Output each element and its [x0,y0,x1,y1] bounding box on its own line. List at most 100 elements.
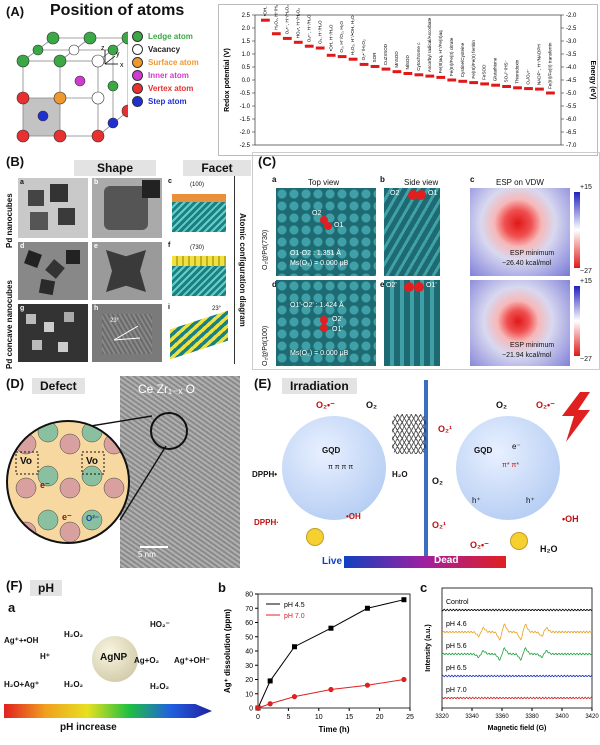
panel-d-label: (D) [6,376,25,391]
redox-left-tick: 1.0 [242,52,251,58]
hplus-label: H⁺ [40,652,50,661]
redox-level [293,40,303,44]
sub-c-c: c [470,175,475,184]
sub-h: h [94,305,99,312]
oxygen-right-2: O₂ [432,476,443,486]
esp-min-value-1: −26.40 kcal/mol [502,260,552,267]
redox-couple-label: SOR [372,52,377,63]
y-tick-label: 50 [245,634,253,641]
angle-label-h: 23° [110,318,120,324]
superoxide-left: O₂•⁻ [316,400,335,410]
ph-increase-label: pH increase [60,722,117,733]
redox-couple-label: NiSOD [405,55,410,70]
h2o-ag-label: H₂O+Ag⁺ [4,680,40,689]
redox-ylabel-right: Energy (eV) [589,61,596,100]
redox-couple-label: H₂O₂, H⁺/•OH, H₂O [350,15,355,55]
electron-label-2: e⁻ [62,512,72,522]
redox-level [502,85,511,88]
redox-level [337,55,347,59]
redox-couple-label: Cytochrome c [416,42,421,71]
pd100-side-view: O2' O1' [384,280,440,366]
esp-scale-top-1: +15 [580,184,592,191]
data-point [291,644,297,650]
legend-label: pH 4.5 [284,602,305,609]
redox-couple-label: Ascorbyl radical/Ascorbate [427,17,432,72]
o1p-label-e: O1' [426,282,437,289]
legend-label: Ledge atom [148,32,193,41]
data-point [364,682,371,688]
atom-legend: Ledge atom Vacancy Surface atom Inner atom V… [132,30,199,108]
singlet-oxygen-right: O₂¹ [438,424,452,434]
gqd-sphere-right: GQD e⁻ π* π* h⁺ h⁺ [456,416,560,520]
legend-dot [132,31,143,42]
data-point [255,705,261,711]
legend-label: Step atom [148,97,187,106]
redox-level [480,82,490,86]
esp-min-value-2: −21.94 kcal/mol [502,352,552,359]
singlet-oxygen-right-2: O₂¹ [432,520,446,530]
esp-scale-top-2: +15 [580,278,592,285]
redox-left-tick: -1.0 [240,104,251,110]
redox-level [546,91,555,95]
oxygen-left: O₂ [366,400,377,410]
sub-c: c [168,178,172,185]
data-point [328,625,334,631]
data-point [328,686,334,693]
redox-right-tick: -2.0 [566,13,577,19]
redox-level [491,83,500,87]
gqd-label-left: GQD [322,446,341,455]
data-point [401,676,407,683]
legend-item: Ledge atom [132,30,199,43]
redox-right-tick: -5.5 [566,104,577,110]
atomic-model-i: i 23° [166,304,232,362]
redox-right-tick: -6.5 [566,130,577,136]
redox-couple-label: Cystine/Cysteine [460,42,465,77]
live-label: Live [322,556,343,567]
ag-ohm-label: Ag⁺+OH⁻ [174,656,210,665]
row-label-pd-nanocubes: Pd nanocubes [5,193,14,249]
redox-couple-label: FeSOD [482,64,487,80]
sub-e: e [94,243,98,250]
redox-level [447,78,457,82]
hole-right-2: h⁺ [526,496,535,505]
redox-couple-label: MnSOD [394,51,399,68]
formula-label: Ce Zr₁₋ₓ O [138,382,195,396]
superoxide-right: O₂•⁻ [536,400,555,410]
x-tick-label: 3340 [465,714,479,720]
live-dead-arrow [344,556,506,568]
redox-right-tick: -2.5 [566,26,577,32]
o2-label-a: O2 [312,210,322,217]
sub-d: d [20,243,25,250]
o2-label-b: O2 [390,190,400,197]
x-tick-label: 20 [376,714,384,721]
legend-dot [132,44,143,55]
ag-oh-label: Ag⁺+•OH [4,636,39,645]
spectrum-label: pH 7.0 [446,687,467,694]
y-axis-title: Ag⁺ dissolution (ppm) [223,609,232,694]
redox-couple-label: SO₄²⁻/HS⁻ [504,59,509,82]
redox-left-tick: 0.0 [242,78,251,84]
happy-face-icon [306,528,324,546]
y-tick-label: 40 [245,649,253,656]
sub-f-c: c [420,580,428,595]
defect-zoom-view: Vo Vo e⁻ e⁻ O²⁻ Ce [6,420,130,544]
esp-min-label-2: ESP minimum [510,342,555,349]
panel-c-label: (C) [258,154,277,169]
redox-left-tick: 0.5 [242,65,251,71]
redox-level [513,86,522,90]
redox-couple-label: O₂•⁻/H₂O₂ [361,39,366,60]
y-tick-label: 70 [245,606,253,613]
dead-label: Dead [434,555,459,566]
redox-level [370,64,380,68]
redox-level [304,44,314,48]
hrtem-ceo2-image: Ce Zr₁₋ₓ O 5 nm [120,376,240,568]
angle-label-i: 23° [212,306,222,312]
redox-level [348,57,358,61]
water-left: H₂O [392,470,408,479]
redox-left-tick: -2.0 [240,130,251,136]
gqd-sphere-left: GQD π π π π [282,416,386,520]
redox-level [271,32,281,36]
side-view-label: Side view [404,178,439,187]
sub-b: b [94,179,99,186]
redox-left-tick: 2.0 [242,26,251,32]
